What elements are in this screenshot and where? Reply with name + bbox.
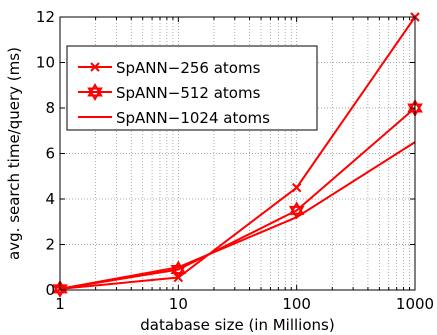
- legend-item: SpANN−512 atoms: [78, 82, 261, 102]
- data-point: [288, 205, 305, 220]
- legend-marker: [87, 82, 103, 97]
- x-tick-label: 10: [169, 295, 188, 313]
- data-point: [170, 265, 187, 279]
- data-point: [288, 201, 305, 215]
- legend-marker: [87, 87, 103, 102]
- legend-label: SpANN−1024 atoms: [116, 109, 270, 127]
- y-tick-label: 8: [45, 99, 55, 117]
- data-point: [291, 182, 302, 193]
- legend-item: SpANN−256 atoms: [78, 59, 261, 77]
- y-tick-label: 0: [45, 281, 55, 299]
- y-tick-label: 2: [45, 236, 55, 254]
- series-line: [59, 16, 416, 290]
- x-axis-label: database size (in Millions): [140, 316, 334, 334]
- legend-label: SpANN−512 atoms: [116, 84, 261, 102]
- legend-marker: [90, 62, 100, 72]
- x-tick-label: 1: [55, 295, 65, 313]
- x-tick-label: 100: [282, 295, 311, 313]
- legend-item: SpANN−1024 atoms: [78, 109, 270, 127]
- y-tick-label: 6: [45, 145, 55, 163]
- legend-label: SpANN−256 atoms: [116, 59, 261, 77]
- legend: SpANN−256 atoms SpANN−512 atoms SpANN−1024…: [66, 45, 318, 131]
- y-tick-label: 10: [36, 54, 55, 72]
- x-tick-label: 1000: [396, 295, 434, 313]
- series-line: [59, 141, 416, 290]
- series-3: [59, 141, 416, 290]
- y-axis-label: avg. search time/query (ms): [5, 47, 23, 260]
- data-point: [52, 279, 68, 294]
- ticks: 1 10 100 1000 0 2 4 6 8 10 12: [36, 8, 434, 313]
- series-layer: [52, 12, 423, 298]
- series-line: [59, 107, 416, 290]
- y-tick-label: 12: [36, 8, 55, 26]
- y-tick-label: 4: [45, 190, 55, 208]
